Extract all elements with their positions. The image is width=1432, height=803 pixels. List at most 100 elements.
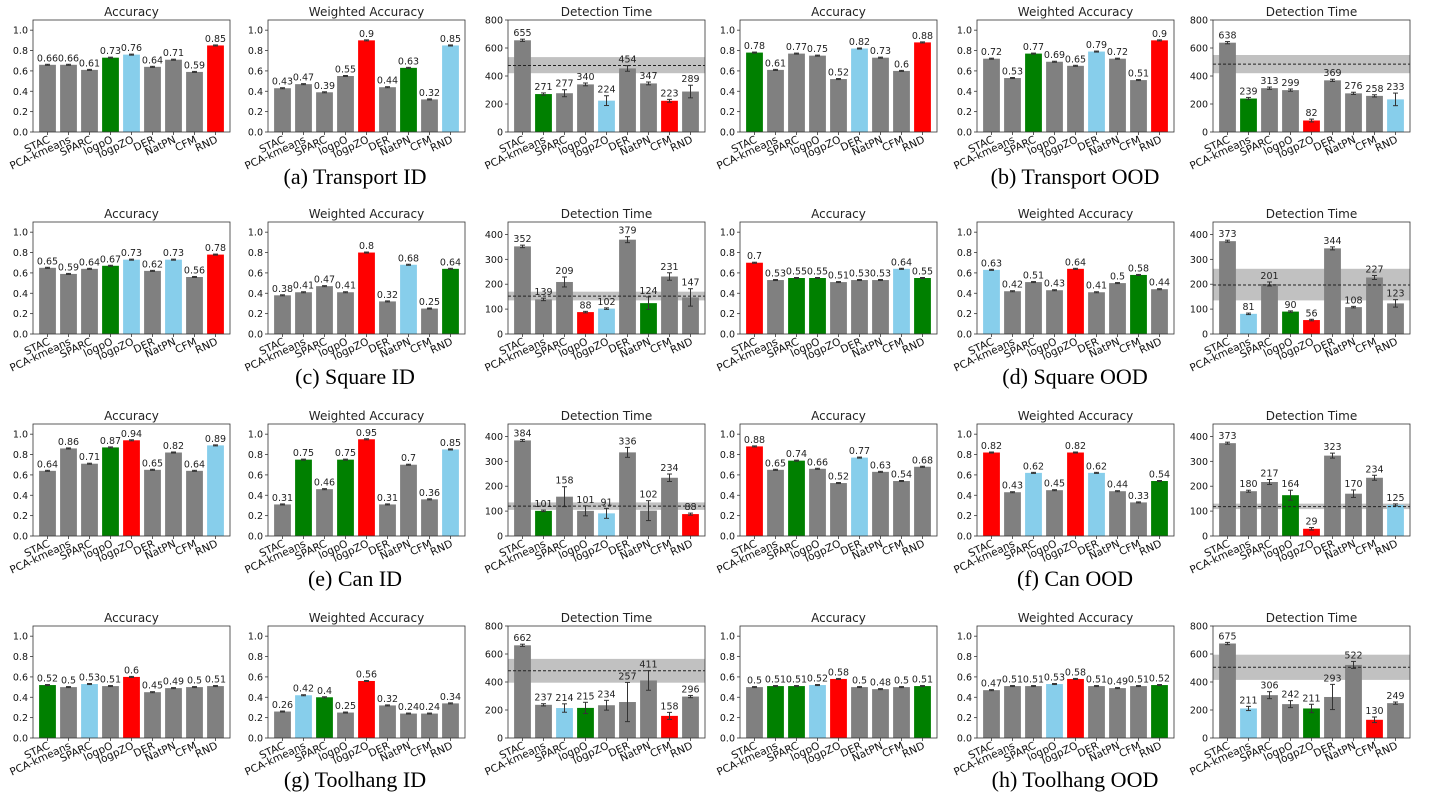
y-tick-label: 0.2 [13, 511, 28, 522]
bar [144, 270, 161, 334]
bar [872, 471, 889, 536]
uncertainty-band [1213, 503, 1410, 510]
plot-frame [507, 423, 706, 537]
bar [1345, 93, 1362, 132]
data-label: 211 [1239, 695, 1257, 706]
x-tick-label: RND [669, 740, 695, 761]
x-tick-label: RND [901, 134, 927, 155]
plot-frame [1212, 221, 1411, 335]
y-tick-label: 200 [485, 706, 503, 717]
bar [619, 452, 636, 536]
bar [421, 99, 438, 132]
x-tick-label: RND [1374, 538, 1400, 559]
bar [186, 687, 203, 738]
data-label: 170 [1344, 479, 1362, 490]
chart-title: Weighted Accuracy [1018, 5, 1133, 19]
bar [337, 292, 354, 334]
y-tick-label: 200 [485, 280, 503, 291]
y-tick-label: 400 [485, 72, 503, 83]
data-label: 0.43 [1002, 481, 1023, 492]
bar [123, 676, 140, 738]
y-tick-label: 0.8 [13, 248, 28, 259]
data-label: 0.7 [747, 251, 762, 262]
bar [102, 447, 119, 536]
bar [788, 278, 805, 334]
data-label: 0.51 [912, 675, 933, 686]
y-tick-label: 1.0 [720, 632, 735, 643]
y-tick-label: 1.0 [248, 228, 263, 239]
data-label: 123 [1386, 289, 1404, 300]
bar [682, 297, 699, 334]
bar [144, 692, 161, 738]
y-tick-label: 0.6 [720, 66, 735, 77]
bar [1240, 313, 1257, 334]
y-tick-label: 0.0 [957, 330, 972, 341]
data-label: 0.66 [58, 53, 79, 64]
plot-frame [267, 221, 466, 335]
data-label: 0.52 [807, 674, 828, 685]
data-label: 0.31 [377, 493, 398, 504]
bar [1067, 678, 1084, 738]
plot-frame [1212, 19, 1411, 133]
bar [337, 459, 354, 536]
bar [1366, 277, 1383, 334]
data-label: 0.34 [440, 692, 461, 703]
x-tick-label: RND [901, 740, 927, 761]
chart-panel: Accuracy0.64STAC0.86PCA-kmeans0.71SPARC0… [8, 409, 231, 576]
y-tick-label: 0.0 [13, 532, 28, 543]
data-label: 257 [618, 671, 636, 682]
bar [1324, 80, 1341, 132]
bar [1004, 492, 1021, 536]
bar [1004, 686, 1021, 738]
chart-panel: Accuracy0.88STAC0.65PCA-kmeans0.74SPARC0… [715, 409, 938, 576]
y-tick-label: 0.2 [248, 107, 263, 118]
bar [1130, 686, 1147, 738]
bar [556, 281, 573, 334]
x-tick-label: RND [194, 740, 220, 761]
bar [421, 713, 438, 738]
data-label: 147 [681, 278, 699, 289]
y-tick-label: 400 [485, 678, 503, 689]
data-label: 81 [1242, 302, 1254, 313]
bar [1219, 241, 1236, 334]
bar [102, 57, 119, 132]
bar [1219, 443, 1236, 536]
bar [421, 308, 438, 334]
y-tick-label: 0.4 [720, 289, 735, 300]
bar [102, 265, 119, 334]
bar [1109, 688, 1126, 738]
data-label: 0.76 [121, 43, 142, 54]
chart-title: Accuracy [104, 611, 159, 625]
y-tick-label: 0 [1202, 128, 1208, 139]
bar [1151, 685, 1168, 738]
y-tick-label: 100 [1190, 507, 1208, 518]
x-tick-label: RND [1138, 134, 1164, 155]
data-label: 0.25 [419, 297, 440, 308]
bar [661, 100, 678, 132]
y-tick-label: 0.6 [957, 470, 972, 481]
y-tick-label: 0.6 [13, 470, 28, 481]
bar [1240, 491, 1257, 536]
chart-title: Detection Time [561, 5, 652, 19]
bar [1025, 686, 1042, 738]
data-label: 0.32 [377, 290, 398, 301]
data-label: 0.88 [912, 31, 933, 42]
y-tick-label: 400 [485, 230, 503, 241]
data-label: 0.64 [184, 459, 205, 470]
y-tick-label: 1.0 [957, 430, 972, 441]
bar [872, 689, 889, 738]
bar [274, 88, 291, 132]
y-tick-label: 0.6 [13, 672, 28, 683]
data-label: 0.77 [1023, 42, 1044, 53]
plot-frame [507, 221, 706, 335]
bar [1109, 58, 1126, 132]
data-label: 0.51 [1002, 675, 1023, 686]
bar [809, 468, 826, 536]
y-tick-label: 0 [1202, 532, 1208, 543]
bar [1025, 282, 1042, 334]
data-label: 0.64 [440, 257, 461, 268]
y-tick-label: 1.0 [720, 26, 735, 37]
data-label: 0.49 [163, 677, 184, 688]
